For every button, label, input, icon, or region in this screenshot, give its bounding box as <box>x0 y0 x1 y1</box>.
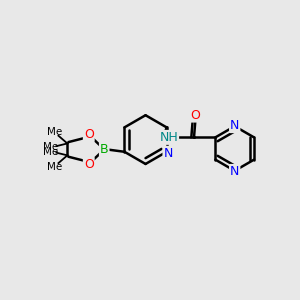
Text: O: O <box>84 128 94 141</box>
Text: Me: Me <box>44 142 59 152</box>
Text: O: O <box>190 109 200 122</box>
Text: Me: Me <box>47 162 62 172</box>
Text: Me: Me <box>44 147 59 157</box>
Text: NH: NH <box>159 131 178 144</box>
Text: N: N <box>230 119 239 132</box>
Text: Me: Me <box>47 127 62 137</box>
Text: N: N <box>164 147 173 160</box>
Text: N: N <box>230 165 239 178</box>
Text: B: B <box>100 143 109 156</box>
Text: O: O <box>84 158 94 171</box>
